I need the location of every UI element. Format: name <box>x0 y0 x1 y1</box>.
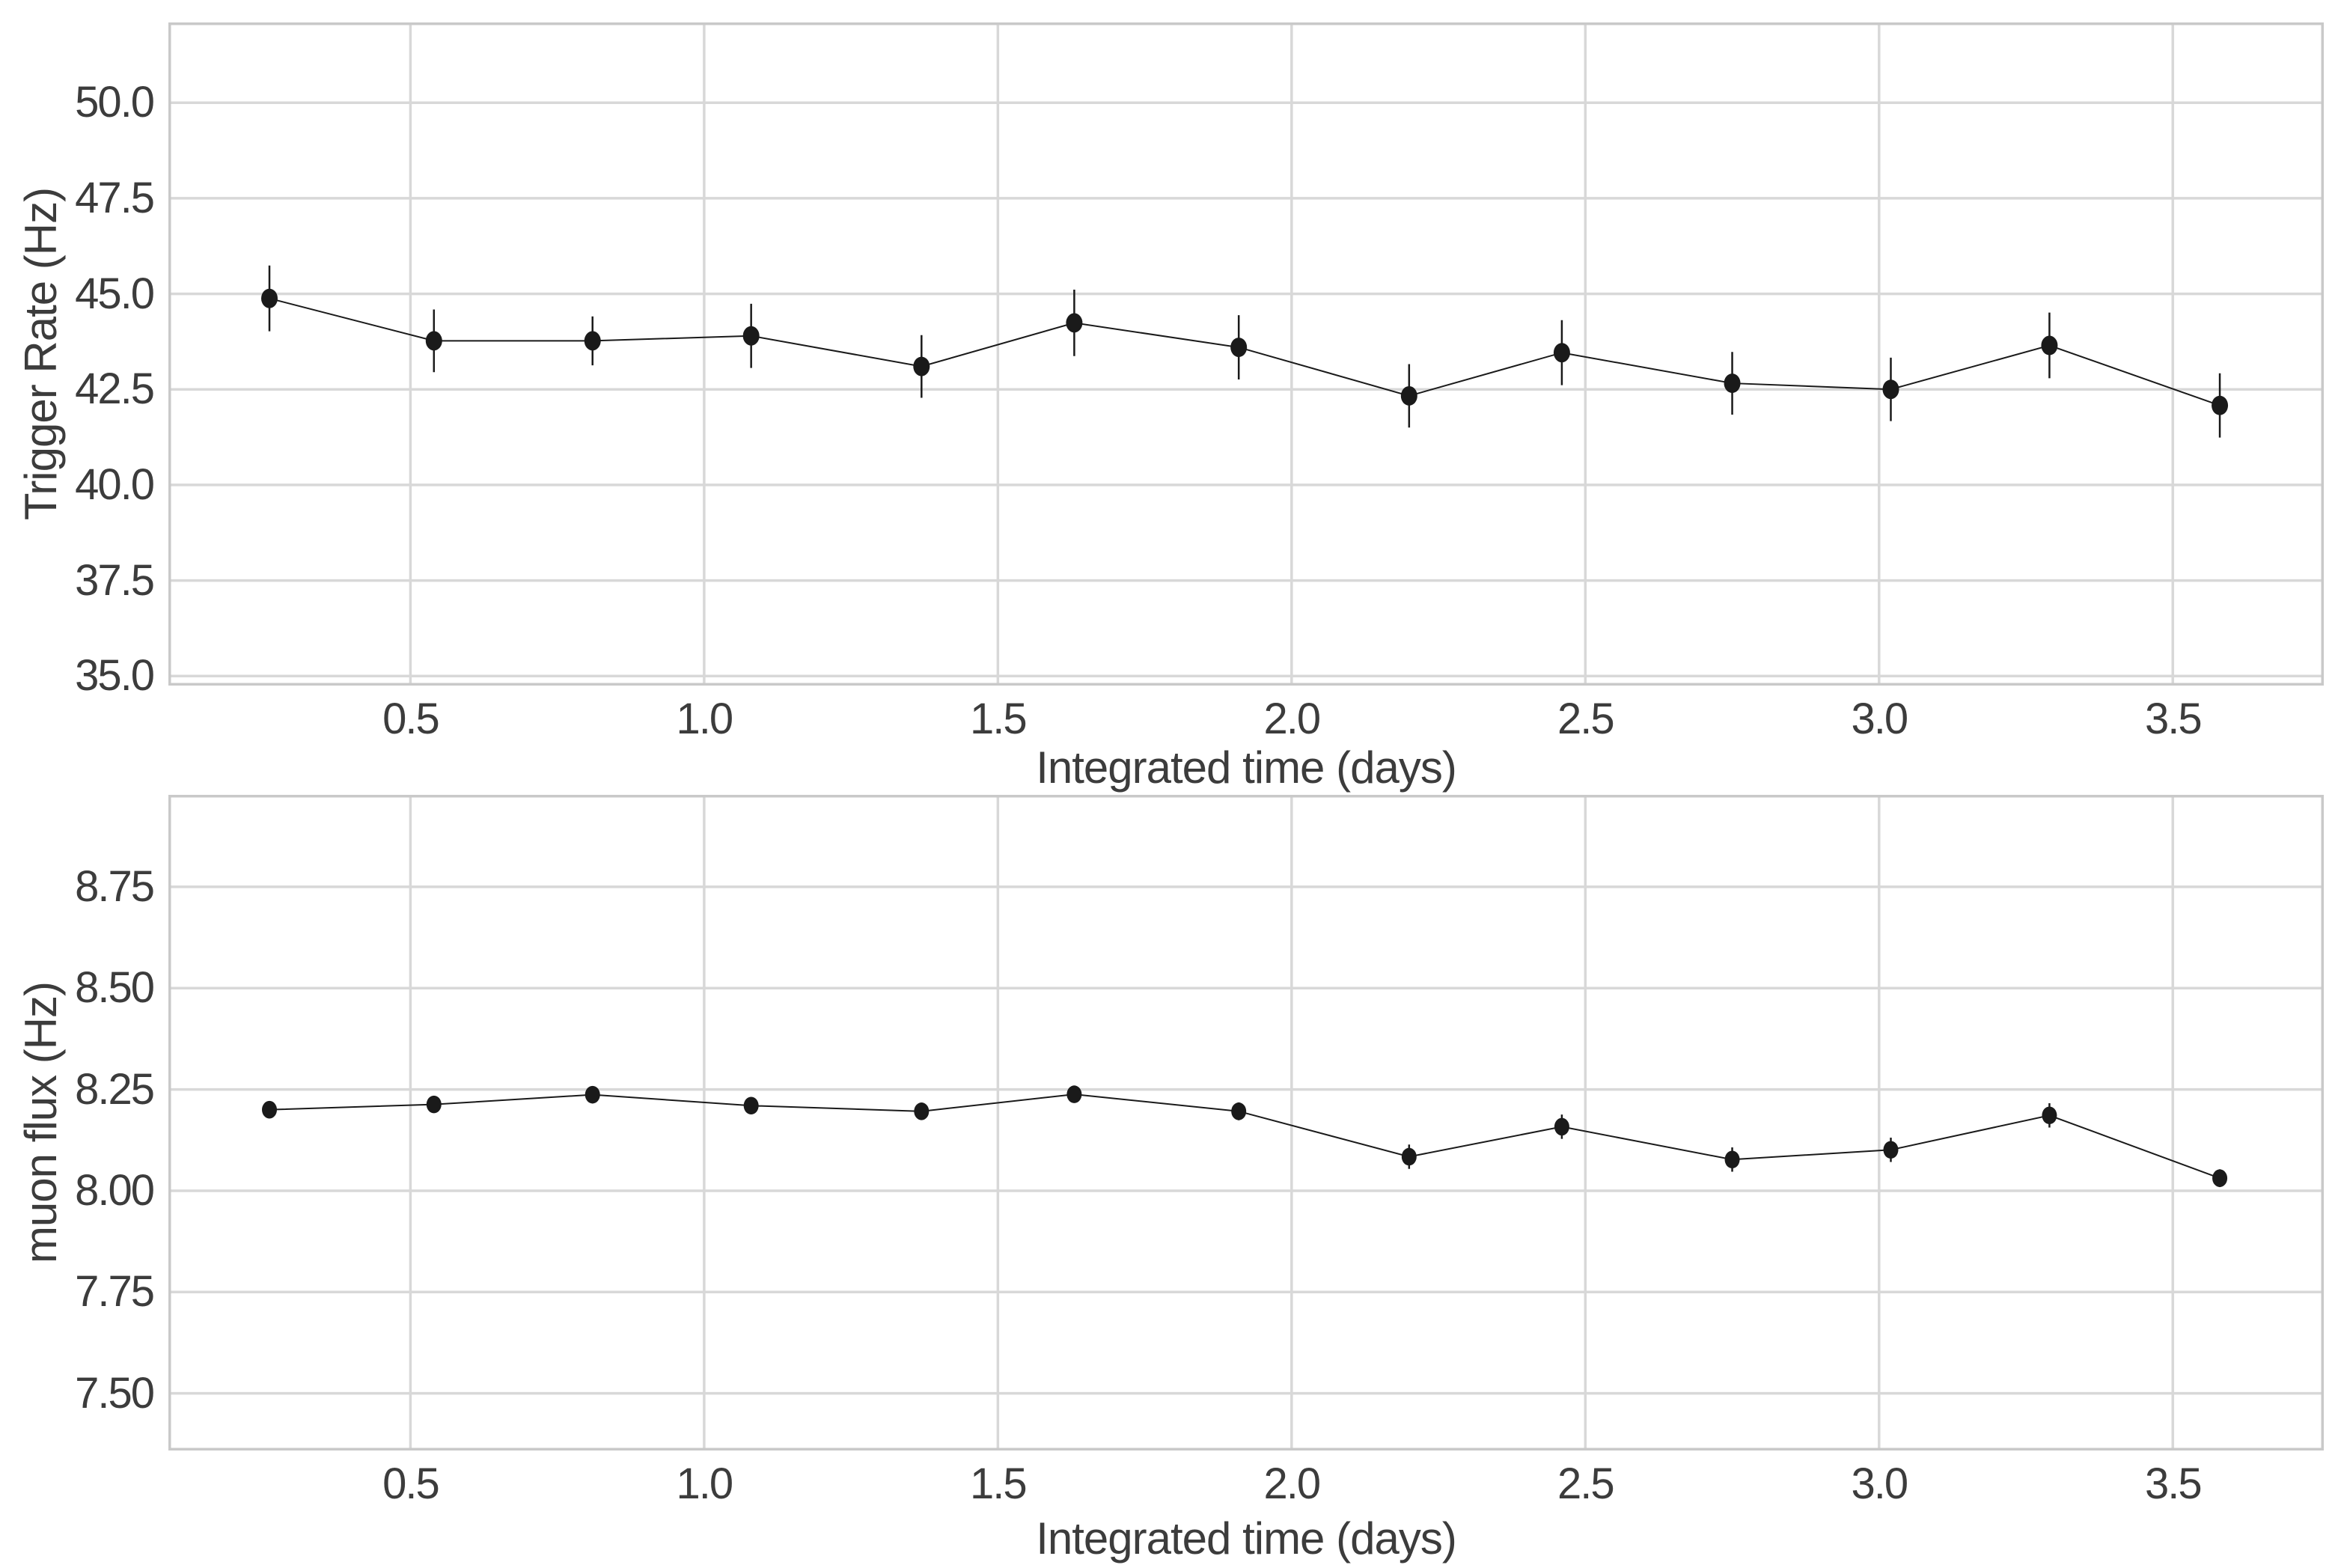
x-tick-label: 0.5 <box>382 695 440 743</box>
y-tick-label: 50.0 <box>75 78 155 127</box>
x-tick-label: 3.5 <box>2144 1459 2203 1508</box>
y-tick-label: 8.75 <box>75 861 155 911</box>
muon-flux-plot-axes <box>168 795 2324 1450</box>
y-axis-label-muon-flux: muon flux (Hz) <box>16 981 66 1264</box>
x-tick-label: 1.5 <box>970 1459 1028 1508</box>
y-tick-label: 37.5 <box>75 555 155 605</box>
x-tick-label: 3.0 <box>1851 695 1908 743</box>
x-tick-label: 2.5 <box>1557 695 1615 743</box>
x-tick-label: 3.5 <box>2144 695 2203 743</box>
x-tick-label: 0.5 <box>382 1459 440 1508</box>
y-tick-label: 8.00 <box>75 1165 155 1215</box>
x-tick-label: 1.5 <box>970 695 1028 743</box>
y-tick-label: 42.5 <box>75 364 155 414</box>
x-tick-label: 1.0 <box>676 1459 734 1508</box>
x-axis-label-bottom: Integrated time (days) <box>1036 1513 1457 1564</box>
y-tick-label: 45.0 <box>75 269 155 318</box>
x-tick-label: 2.0 <box>1263 1459 1322 1508</box>
y-tick-label: 40.0 <box>75 460 155 509</box>
y-tick-label: 8.25 <box>75 1064 155 1114</box>
y-tick-label: 47.5 <box>75 173 155 222</box>
y-tick-label: 7.50 <box>75 1368 155 1418</box>
x-tick-label: 1.0 <box>676 695 734 743</box>
trigger-rate-plot-axes <box>168 22 2324 686</box>
x-tick-label: 3.0 <box>1851 1459 1908 1508</box>
x-axis-label-top: Integrated time (days) <box>1036 742 1457 793</box>
trigger-rate-chart <box>168 22 2324 686</box>
y-tick-label: 7.75 <box>75 1267 155 1317</box>
muon-flux-chart <box>168 795 2324 1450</box>
x-tick-label: 2.5 <box>1557 1459 1615 1508</box>
y-tick-label: 35.0 <box>75 651 155 701</box>
y-tick-label: 8.50 <box>75 963 155 1013</box>
x-tick-label: 2.0 <box>1263 695 1322 743</box>
